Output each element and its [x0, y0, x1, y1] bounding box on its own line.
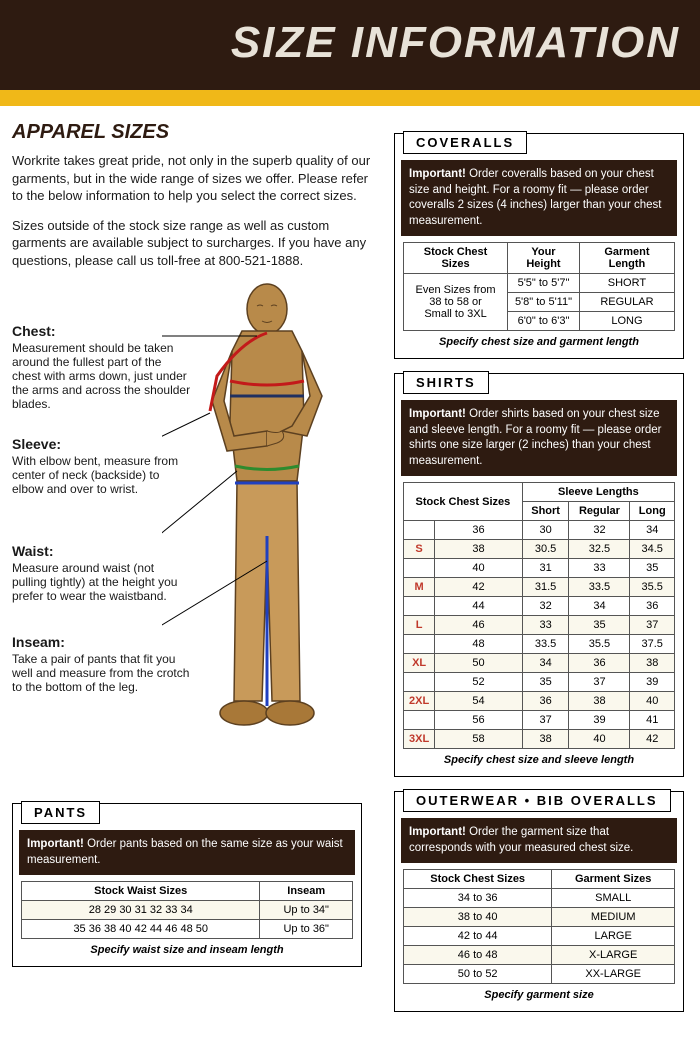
outerwear-header: OUTERWEAR • BIB OVERALLS — [403, 789, 671, 812]
table-row: S3830.532.534.5 — [404, 540, 675, 559]
outerwear-table: Stock Chest SizesGarment Sizes 34 to 36S… — [403, 869, 675, 984]
table-row: 3XL58384042 — [404, 730, 675, 749]
coveralls-important: Important! Order coveralls based on your… — [401, 160, 677, 236]
pants-important: Important! Order pants based on the same… — [19, 830, 355, 875]
shirts-header: SHIRTS — [403, 371, 489, 394]
shirts-important: Important! Order shirts based on your ch… — [401, 400, 677, 476]
outerwear-panel: OUTERWEAR • BIB OVERALLS Important! Orde… — [394, 791, 684, 1012]
coveralls-header: COVERALLS — [403, 131, 527, 154]
table-row: 2XL54363840 — [404, 692, 675, 711]
table-row: 36303234 — [404, 521, 675, 540]
table-row: 52353739 — [404, 673, 675, 692]
page-header: SIZE INFORMATION — [0, 0, 700, 90]
pants-panel: PANTS Important! Order pants based on th… — [12, 803, 362, 967]
inseam-label: Inseam: Take a pair of pants that fit yo… — [12, 634, 192, 694]
table-row: L46333537 — [404, 616, 675, 635]
outerwear-caption: Specify garment size — [403, 984, 675, 1003]
table-row: 44323436 — [404, 597, 675, 616]
shirts-caption: Specify chest size and sleeve length — [403, 749, 675, 768]
chest-label: Chest: Measurement should be taken aroun… — [12, 323, 192, 411]
shirts-panel: SHIRTS Important! Order shirts based on … — [394, 373, 684, 777]
table-row: 42 to 44LARGE — [404, 927, 675, 946]
table-row: 4833.535.537.5 — [404, 635, 675, 654]
table-row: 40313335 — [404, 559, 675, 578]
pants-table: Stock Waist SizesInseam 28 29 30 31 32 3… — [21, 881, 353, 939]
shirts-table: Stock Chest Sizes Sleeve Lengths Short R… — [403, 482, 675, 749]
apparel-intro-2: Sizes outside of the stock size range as… — [12, 217, 382, 270]
table-row: 34 to 36SMALL — [404, 889, 675, 908]
coveralls-caption: Specify chest size and garment length — [403, 331, 675, 350]
body-figure-icon — [162, 281, 372, 781]
content: APPAREL SIZES Workrite takes great pride… — [0, 106, 700, 1041]
right-column: COVERALLS Important! Order coveralls bas… — [394, 121, 684, 1026]
apparel-intro-1: Workrite takes great pride, not only in … — [12, 152, 382, 205]
yellow-bar — [0, 90, 700, 106]
pants-caption: Specify waist size and inseam length — [21, 939, 353, 958]
pants-header: PANTS — [21, 801, 100, 824]
table-row: XL50343638 — [404, 654, 675, 673]
sleeve-label: Sleeve: With elbow bent, measure from ce… — [12, 436, 192, 496]
coveralls-panel: COVERALLS Important! Order coveralls bas… — [394, 133, 684, 359]
outerwear-important: Important! Order the garment size that c… — [401, 818, 677, 863]
waist-label: Waist: Measure around waist (not pulling… — [12, 543, 192, 603]
apparel-heading: APPAREL SIZES — [12, 121, 382, 144]
table-row: M4231.533.535.5 — [404, 578, 675, 597]
left-column: APPAREL SIZES Workrite takes great pride… — [12, 121, 382, 1026]
coveralls-table: Stock Chest SizesYour HeightGarment Leng… — [403, 242, 675, 331]
table-row: 56373941 — [404, 711, 675, 730]
table-row: 50 to 52XX-LARGE — [404, 965, 675, 984]
page-title: SIZE INFORMATION — [20, 18, 680, 68]
measure-area: Chest: Measurement should be taken aroun… — [12, 281, 382, 791]
table-row: 38 to 40MEDIUM — [404, 908, 675, 927]
